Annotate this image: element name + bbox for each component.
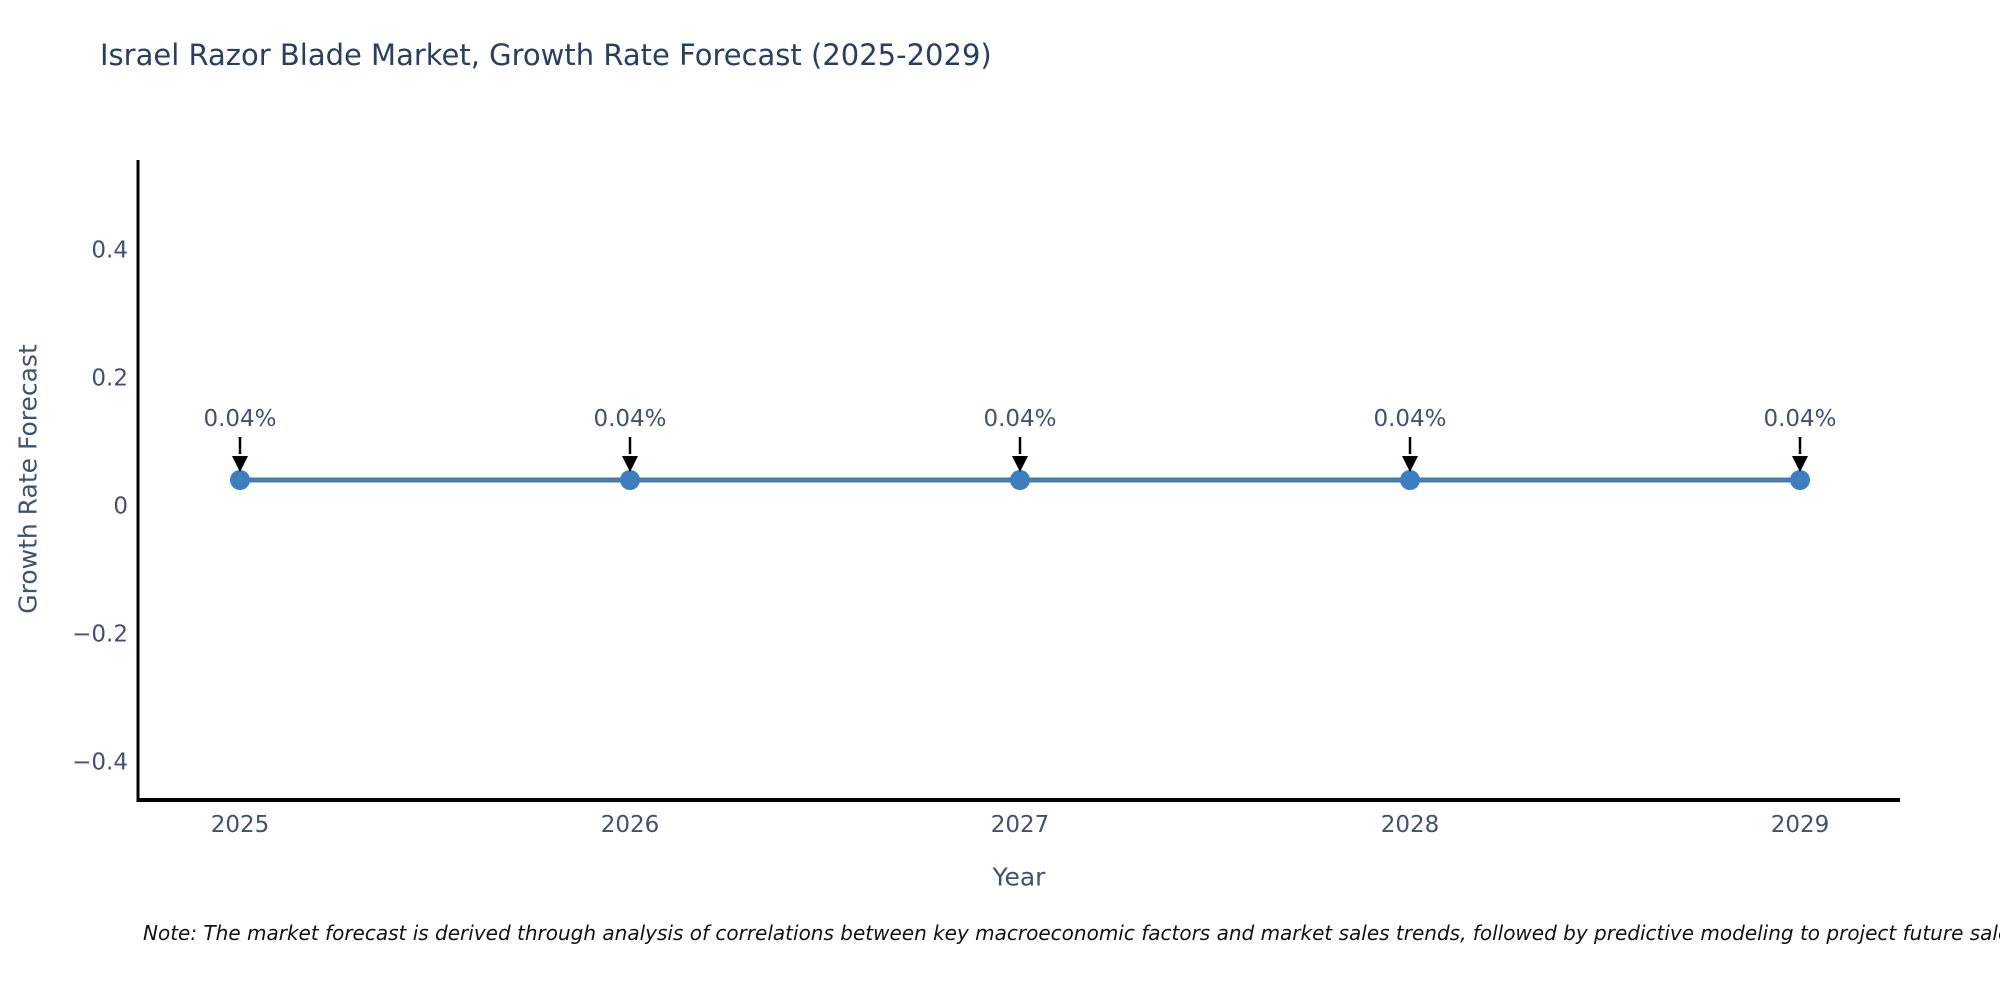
x-tick-label: 2027 bbox=[991, 812, 1050, 838]
y-tick-label: 0.2 bbox=[91, 366, 128, 392]
annotation-label: 0.04% bbox=[593, 406, 666, 432]
footnote: Note: The market forecast is derived thr… bbox=[143, 921, 2000, 945]
annotation-arrow-head bbox=[232, 456, 248, 472]
data-point bbox=[1400, 470, 1420, 490]
x-tick-label: 2029 bbox=[1771, 812, 1830, 838]
annotation-label: 0.04% bbox=[983, 406, 1056, 432]
annotation-arrow-head bbox=[1012, 456, 1028, 472]
data-point bbox=[1010, 470, 1030, 490]
y-tick-label: −0.4 bbox=[72, 750, 128, 776]
annotation-arrow-head bbox=[1792, 456, 1808, 472]
annotation-label: 0.04% bbox=[1763, 406, 1836, 432]
y-axis-title: Growth Rate Forecast bbox=[13, 344, 43, 614]
chart-title: Israel Razor Blade Market, Growth Rate F… bbox=[100, 38, 992, 72]
annotation-arrow-head bbox=[622, 456, 638, 472]
y-tick-label: 0.4 bbox=[91, 238, 128, 264]
x-tick-label: 2026 bbox=[601, 812, 660, 838]
y-tick-label: −0.2 bbox=[72, 622, 128, 648]
y-tick-label: 0 bbox=[113, 494, 128, 520]
annotation-arrow-head bbox=[1402, 456, 1418, 472]
data-point bbox=[620, 470, 640, 490]
x-axis-title: Year bbox=[992, 862, 1046, 892]
data-point bbox=[1790, 470, 1810, 490]
data-point bbox=[230, 470, 250, 490]
annotation-label: 0.04% bbox=[1373, 406, 1446, 432]
x-tick-label: 2025 bbox=[211, 812, 270, 838]
x-tick-label: 2028 bbox=[1381, 812, 1440, 838]
annotation-label: 0.04% bbox=[203, 406, 276, 432]
